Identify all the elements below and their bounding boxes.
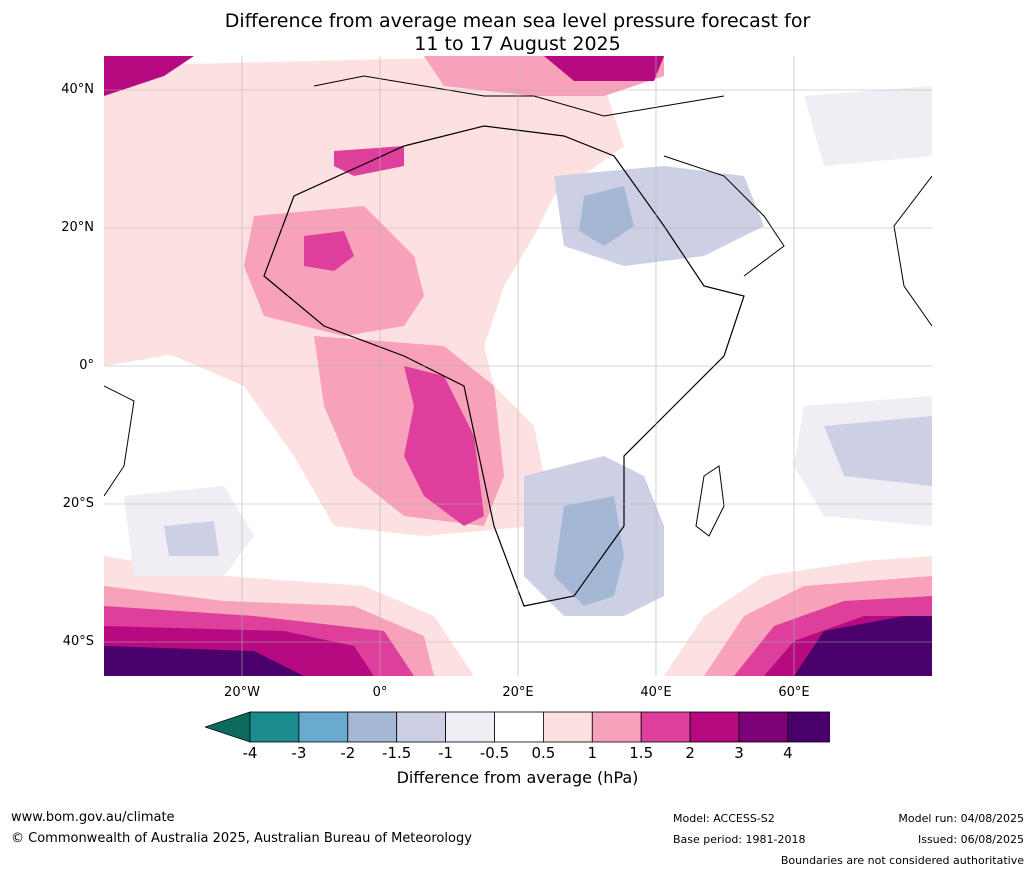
lat-label-40s: 40°S [62, 634, 94, 649]
colorbar-under-triangle [205, 711, 251, 743]
anomaly-neg-central-asia [804, 86, 932, 166]
anomaly-band-4-black-sea [544, 56, 664, 81]
anomaly-neg-south-atlantic-core [164, 521, 219, 556]
anomaly-band-nw-corner [104, 56, 194, 96]
colorbar-tick-label: 1.5 [629, 744, 654, 762]
colorbar-segment [787, 711, 830, 743]
colorbar-segment [542, 711, 593, 743]
colorbar-segment [298, 711, 349, 743]
anomaly-band-0.5-west [104, 116, 174, 366]
colorbar-tick-label: -4 [242, 744, 258, 762]
africa-coastline [263, 125, 745, 607]
colorbar-label: Difference from average (hPa) [396, 768, 639, 787]
colorbar-tick-label: 0.5 [531, 744, 556, 762]
title-line-1: Difference from average mean sea level p… [224, 10, 811, 32]
footer-issued: Issued: 06/08/2025 [917, 833, 1024, 846]
pressure-anomaly-map[interactable] [104, 56, 932, 676]
colorbar-tick-label: 2 [685, 744, 695, 762]
lat-label-40n: 40°N [61, 82, 94, 97]
madagascar-coastline [695, 465, 725, 537]
lat-label-0: 0° [79, 358, 94, 373]
title-line-2: 11 to 17 August 2025 [414, 33, 621, 55]
footer-copyright: © Commonwealth of Australia 2025, Austra… [11, 831, 472, 846]
lon-label-0: 0° [372, 685, 388, 700]
anomaly-band-2-angola [404, 366, 484, 526]
anomaly-neg-indian-ocean-core [824, 416, 932, 486]
footer-disclaimer: Boundaries are not considered authoritat… [780, 854, 1024, 867]
graticule [104, 56, 932, 676]
map-svg [104, 56, 932, 676]
colorbar-segment [640, 711, 691, 743]
lon-label-20e: 20°E [502, 685, 534, 700]
colorbar-segment [396, 711, 446, 743]
chart-title: Difference from average mean sea level p… [0, 10, 1035, 56]
colorbar-tick-label: 1 [587, 744, 598, 762]
anomaly-neg-south-africa-core [554, 496, 624, 606]
colorbar-tick-label: -0.5 [479, 744, 510, 762]
footer-model: Model: ACCESS-S2 [673, 812, 775, 825]
colorbar-tick-label: -1.5 [382, 744, 412, 762]
colorbar-segment [689, 711, 740, 743]
colorbar-tick-label: 3 [734, 744, 744, 762]
footer-site[interactable]: www.bom.gov.au/climate [11, 810, 175, 825]
colorbar-segment [591, 711, 642, 743]
south-america-coastline [104, 385, 135, 497]
anomaly-band-sw-4 [104, 646, 304, 676]
colorbar-segment [445, 711, 495, 743]
colorbar-segment [347, 711, 398, 743]
lon-label-20w: 20°W [224, 685, 260, 700]
anomaly-band-se-4 [794, 616, 932, 676]
lon-label-40e: 40°E [640, 685, 672, 700]
colorbar-tick-label: -1 [438, 744, 454, 762]
colorbar-tick-label: -2 [340, 744, 356, 762]
colorbar [205, 711, 830, 743]
colorbar-segment [494, 711, 544, 743]
colorbar-tick-label: 4 [783, 744, 793, 762]
footer-base-period: Base period: 1981-2018 [673, 833, 806, 846]
anomaly-band-2-sahara [304, 231, 354, 271]
lat-label-20n: 20°N [61, 220, 94, 235]
lat-label-20s: 20°S [62, 496, 94, 511]
arabia-coastline [663, 155, 785, 277]
india-coastline [893, 175, 932, 327]
colorbar-segment [249, 711, 300, 743]
europe-coastline [313, 75, 725, 117]
colorbar-tick-label: -3 [291, 744, 307, 762]
anomaly-neg-arabia-core [579, 186, 634, 246]
colorbar-segment [738, 711, 789, 743]
lon-label-60e: 60°E [778, 685, 810, 700]
footer-model-run: Model run: 04/08/2025 [898, 812, 1024, 825]
